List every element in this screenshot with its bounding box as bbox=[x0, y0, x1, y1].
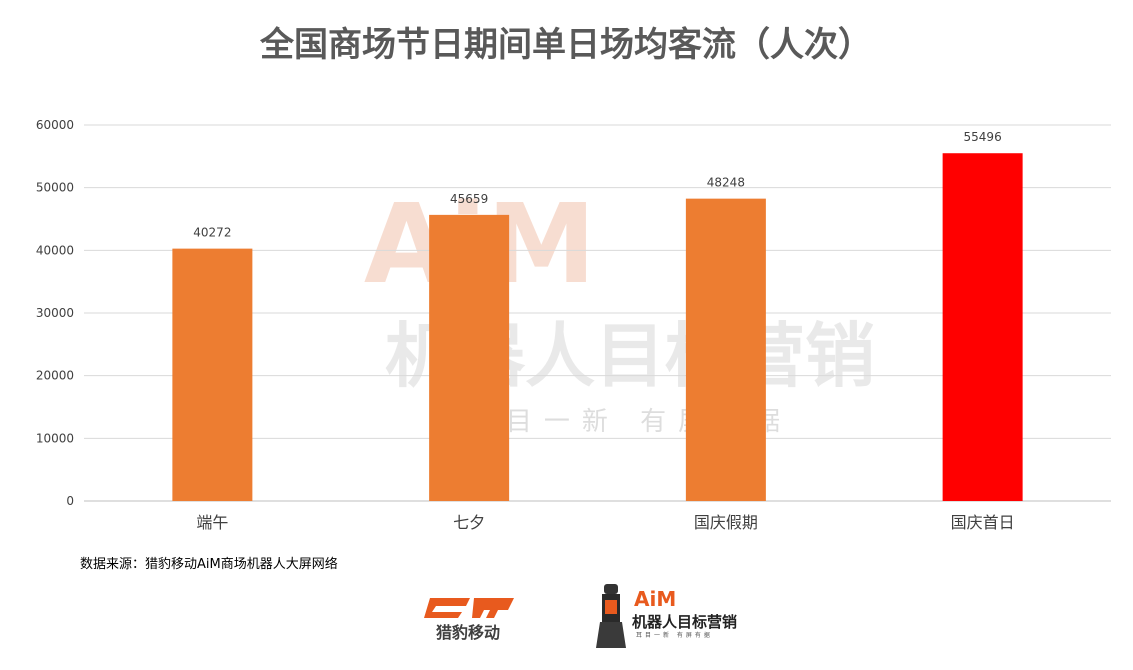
y-tick-label: 60000 bbox=[36, 118, 74, 132]
x-axis: 端午 七夕 国庆假期 国庆首日 bbox=[196, 513, 1014, 532]
source-note: 数据来源：猎豹移动AiM商场机器人大屏网络 bbox=[80, 556, 338, 572]
grid bbox=[84, 124, 1111, 502]
y-tick-label: 50000 bbox=[36, 181, 74, 195]
x-tick-label: 端午 bbox=[196, 513, 228, 532]
cheetah-mobile-logo: 猎豹移动 bbox=[424, 598, 514, 642]
data-label: 40272 bbox=[193, 226, 231, 240]
y-tick-label: 0 bbox=[66, 494, 74, 508]
y-tick-label: 40000 bbox=[36, 243, 74, 257]
bar bbox=[429, 214, 510, 501]
robot-icon bbox=[596, 584, 626, 648]
data-label: 45659 bbox=[450, 192, 488, 206]
aim-logo: AiM 机器人目标营销 耳目一新 有屏有据 bbox=[596, 584, 737, 648]
cm-logo-icon bbox=[424, 598, 514, 618]
bar bbox=[685, 198, 766, 501]
data-label: 48248 bbox=[707, 176, 745, 190]
aim-logo-subtitle: 机器人目标营销 bbox=[632, 613, 737, 631]
bar bbox=[172, 248, 253, 501]
data-label: 55496 bbox=[964, 130, 1002, 144]
x-tick-label: 国庆首日 bbox=[951, 513, 1015, 532]
y-axis: 0 10000 20000 30000 40000 50000 60000 bbox=[36, 118, 74, 508]
data-labels: 40272 45659 48248 55496 bbox=[193, 130, 1001, 239]
chart-title: 全国商场节日期间单日场均客流（人次） bbox=[259, 25, 872, 65]
y-tick-label: 30000 bbox=[36, 306, 74, 320]
aim-logo-title: AiM bbox=[634, 587, 676, 611]
y-tick-label: 20000 bbox=[36, 369, 74, 383]
y-tick-label: 10000 bbox=[36, 431, 74, 445]
cm-logo-text: 猎豹移动 bbox=[436, 623, 500, 642]
x-tick-label: 七夕 bbox=[453, 513, 485, 532]
aim-logo-tagline: 耳目一新 有屏有据 bbox=[636, 631, 713, 639]
x-tick-label: 国庆假期 bbox=[694, 513, 758, 532]
bar bbox=[942, 153, 1023, 501]
bars bbox=[172, 153, 1023, 501]
